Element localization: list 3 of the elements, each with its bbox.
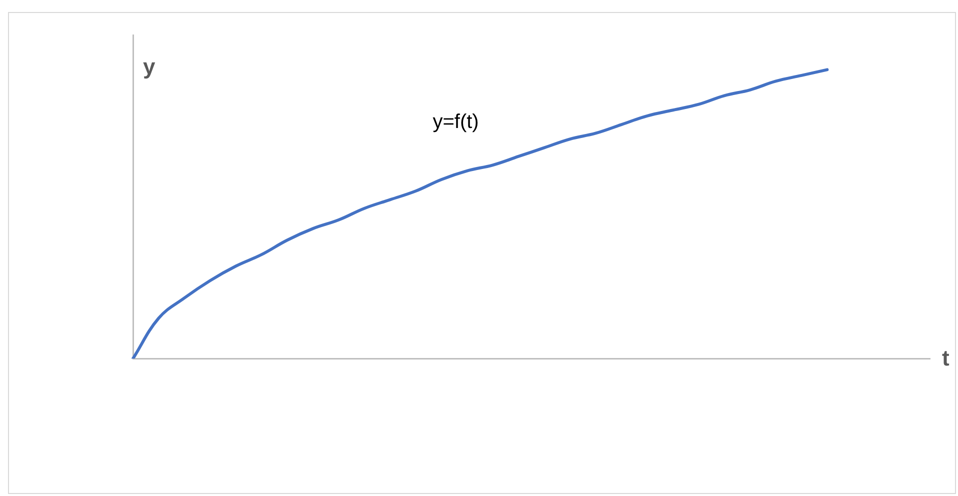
x-axis-title: t xyxy=(942,346,950,371)
y-axis-title: y xyxy=(143,54,156,80)
annotation: y=f(t) xyxy=(432,110,479,133)
